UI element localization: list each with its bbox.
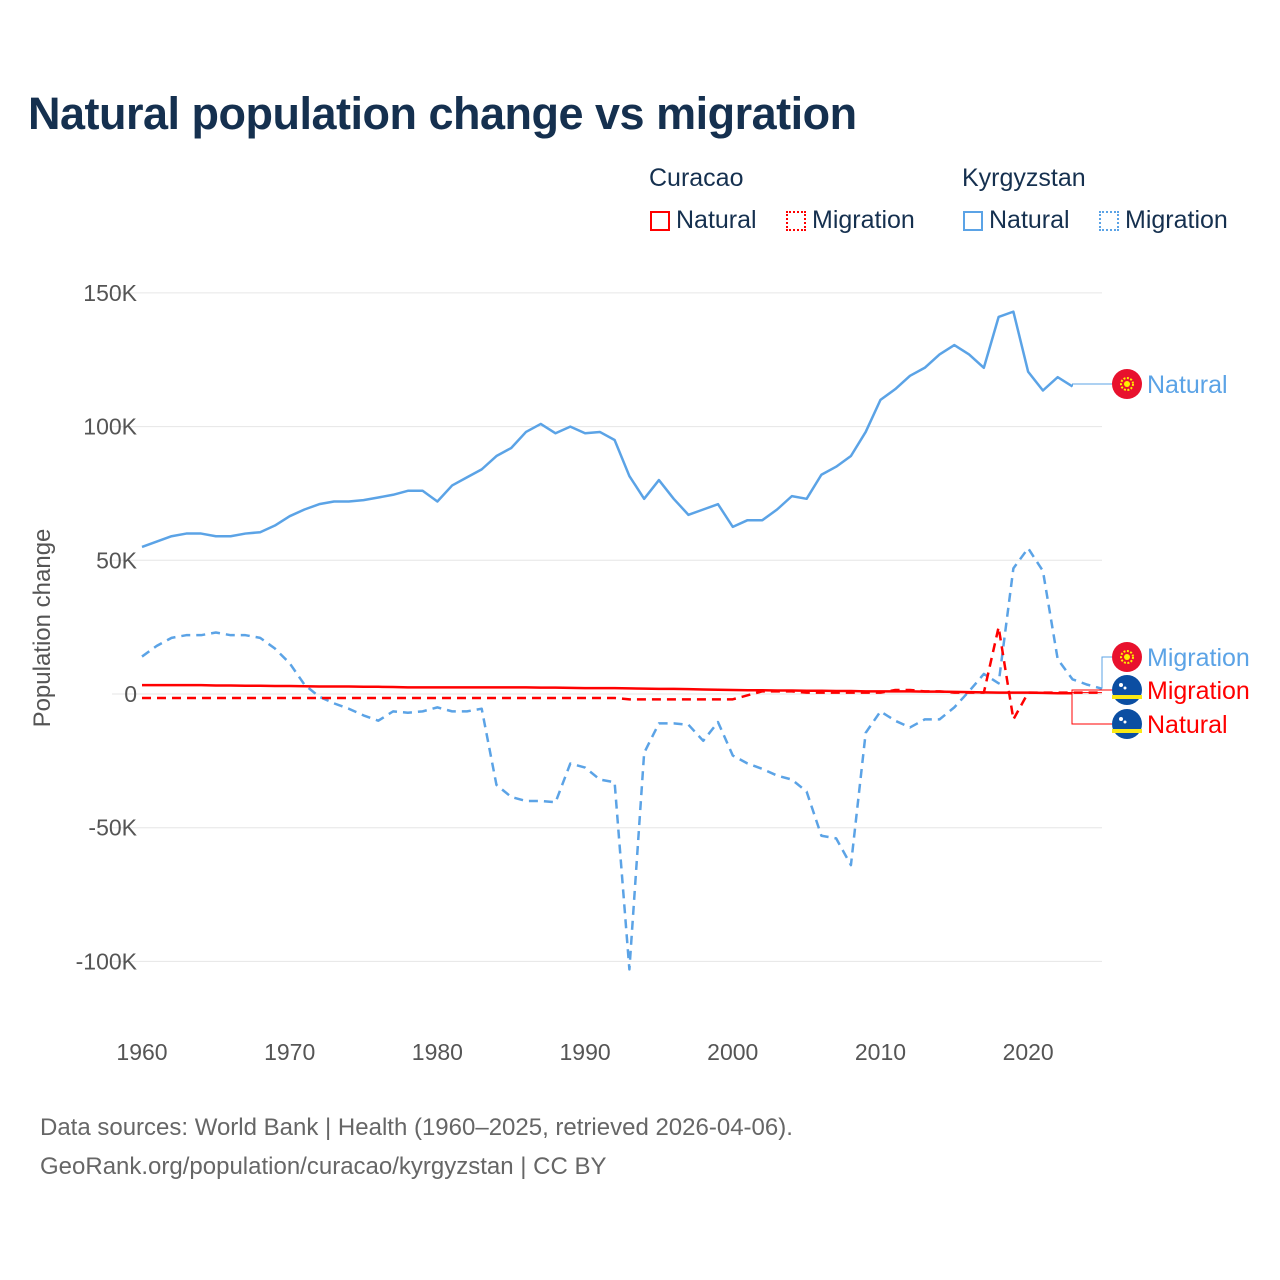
x-tick-label: 1980 [412, 1039, 463, 1065]
solid-swatch-icon [963, 210, 983, 231]
series-line-curacao-natural [142, 683, 1073, 695]
dotted-swatch-icon [786, 210, 806, 231]
y-tick-label: 100K [83, 414, 137, 440]
legend-curacao-migration[interactable]: Migration [786, 206, 915, 235]
x-tick-label: 1990 [559, 1039, 610, 1065]
kyrgyzstan-flag-icon [1112, 642, 1142, 672]
series-end-label: Migration [1147, 677, 1250, 705]
y-tick-label: -50K [88, 815, 137, 841]
footer-link[interactable]: GeoRank.org/population/curacao/kyrgyzsta… [40, 1153, 607, 1180]
x-tick-label: 1970 [264, 1039, 315, 1065]
legend-label: Migration [1125, 206, 1228, 234]
y-tick-label: -100K [76, 948, 138, 974]
series-line-curacao-migration [142, 625, 1102, 721]
dotted-swatch-icon [1099, 210, 1119, 231]
legend-label: Natural [989, 206, 1070, 234]
x-tick-label: 2000 [707, 1039, 758, 1065]
y-tick-label: 50K [96, 547, 138, 573]
legend-group-curacao: Curacao [649, 164, 744, 192]
chart-title: Natural population change vs migration [28, 88, 857, 139]
label-connector [1071, 383, 1112, 387]
legend-group-kyrgyzstan: Kyrgyzstan [962, 164, 1086, 192]
series-end-label: Natural [1147, 371, 1228, 399]
y-tick-label: 150K [83, 280, 137, 306]
solid-swatch-icon [650, 210, 670, 231]
label-connector [1101, 656, 1112, 689]
legend-kyrgyzstan-natural[interactable]: Natural [963, 206, 1070, 235]
legend-kyrgyzstan-migration[interactable]: Migration [1099, 206, 1228, 235]
series-end-label: Migration [1147, 644, 1250, 672]
curacao-flag-icon [1112, 675, 1142, 705]
legend-label: Migration [812, 206, 915, 234]
label-connector [1071, 689, 1112, 694]
legend-label: Natural [676, 206, 757, 234]
series-line-kyrgyzstan-migration [141, 547, 1103, 971]
series-end-label: Natural [1147, 711, 1228, 739]
y-axis-label: Population change [29, 529, 56, 728]
footer-sources: Data sources: World Bank | Health (1960–… [40, 1114, 793, 1141]
x-tick-label: 1960 [116, 1039, 167, 1065]
series-line-kyrgyzstan-natural [141, 310, 1074, 549]
x-tick-label: 2010 [855, 1039, 906, 1065]
curacao-flag-icon [1112, 709, 1142, 739]
kyrgyzstan-flag-icon [1112, 369, 1142, 399]
footer: Data sources: World Bank | Health (1960–… [40, 1108, 793, 1186]
legend-curacao-natural[interactable]: Natural [650, 206, 757, 235]
y-tick-label: 0 [124, 681, 137, 707]
label-connector [1071, 692, 1112, 725]
x-tick-label: 2020 [1003, 1039, 1054, 1065]
